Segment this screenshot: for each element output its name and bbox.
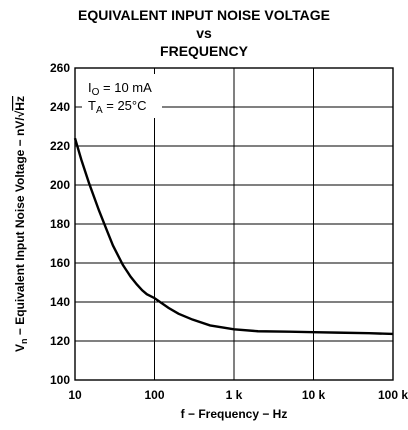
y-tick-label: 260 — [50, 61, 70, 75]
x-tick-label: 10 k — [302, 388, 326, 402]
chart-title-line-3: FREQUENCY — [160, 43, 248, 59]
x-tick-label: 100 — [144, 388, 164, 402]
noise-curve — [73, 137, 394, 336]
grid-lines — [75, 68, 393, 380]
annotation-current: IO = 10 mA — [88, 80, 152, 98]
chart-title-line-2: vs — [196, 25, 212, 41]
y-tick-label: 220 — [50, 139, 70, 153]
y-tick-label: 200 — [50, 178, 70, 192]
y-tick-labels: 100 120 140 160 180 200 220 240 260 — [50, 61, 70, 387]
y-tick-label: 160 — [50, 256, 70, 270]
x-tick-label: 100 k — [378, 388, 408, 402]
annotation-temperature: TA = 25°C — [88, 98, 147, 116]
y-axis-label: Vn − Equivalent Input Noise Voltage − nV… — [13, 96, 29, 352]
plot-frame — [74, 67, 394, 381]
x-tick-labels: 10 100 1 k 10 k 100 k — [68, 388, 408, 402]
y-tick-label: 100 — [50, 373, 70, 387]
x-tick-label: 1 k — [226, 388, 243, 402]
x-tick-label: 10 — [68, 388, 82, 402]
y-tick-label: 140 — [50, 295, 70, 309]
y-tick-label: 180 — [50, 217, 70, 231]
y-tick-label: 240 — [50, 100, 70, 114]
y-tick-label: 120 — [50, 334, 70, 348]
chart-title-line-1: EQUIVALENT INPUT NOISE VOLTAGE — [77, 7, 330, 23]
x-axis-label: f − Frequency − Hz — [181, 407, 288, 421]
legend-box — [82, 74, 162, 118]
